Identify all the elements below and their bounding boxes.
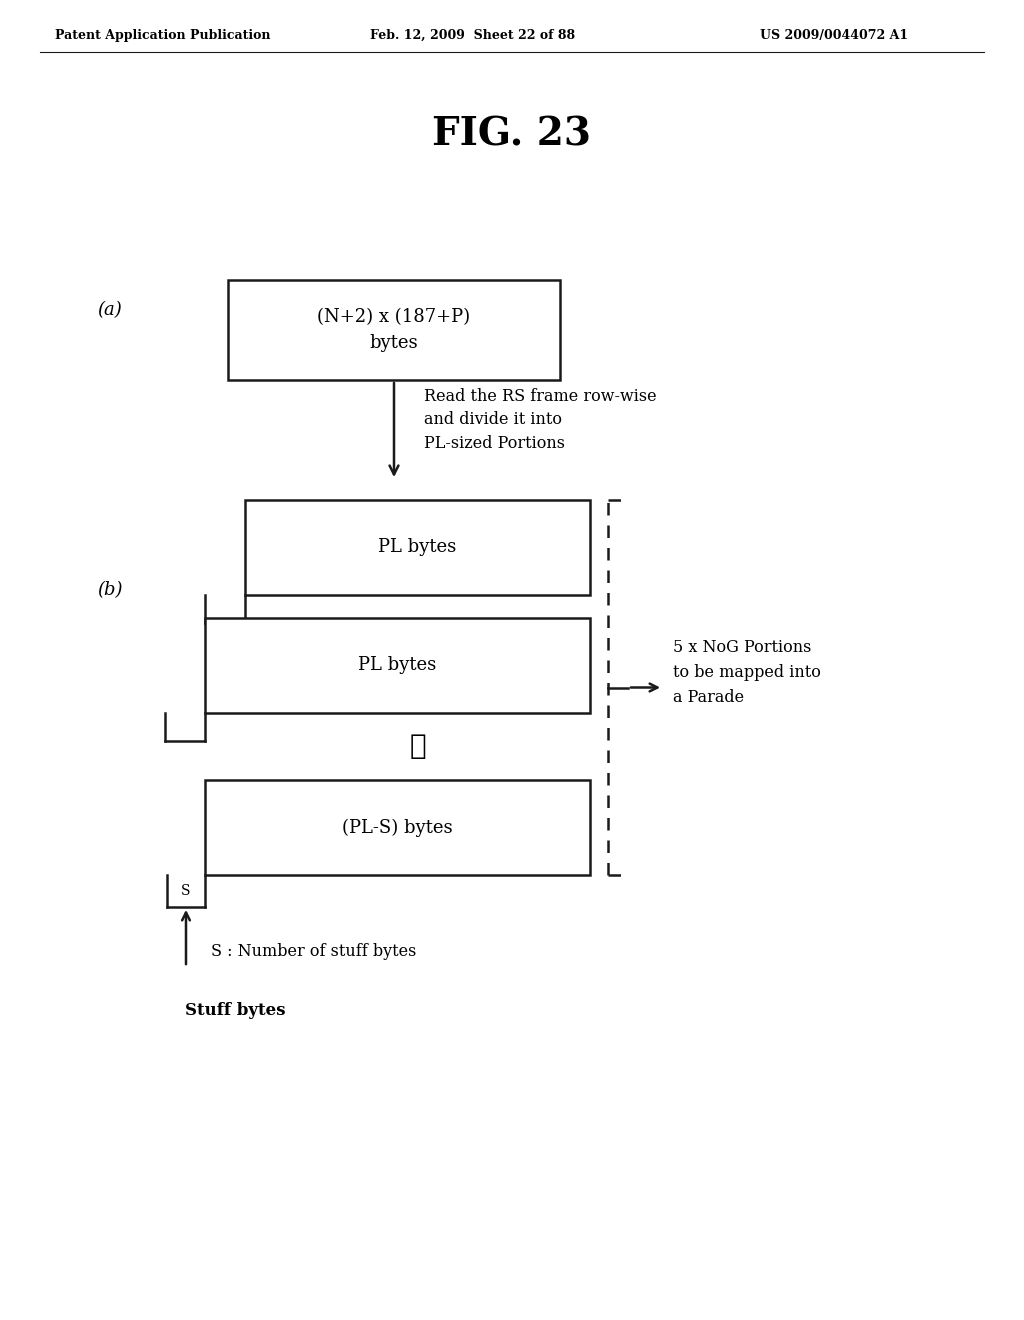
- Text: PL bytes: PL bytes: [358, 656, 436, 675]
- Text: Stuff bytes: Stuff bytes: [185, 1002, 286, 1019]
- Bar: [245, 500, 590, 595]
- Text: (b): (b): [97, 581, 123, 599]
- Text: S: S: [181, 884, 190, 898]
- Text: (a): (a): [97, 301, 123, 319]
- Bar: [205, 618, 590, 713]
- Text: PL bytes: PL bytes: [379, 539, 457, 557]
- Text: S : Number of stuff bytes: S : Number of stuff bytes: [211, 944, 417, 961]
- Text: 5 x NoG Portions
to be mapped into
a Parade: 5 x NoG Portions to be mapped into a Par…: [673, 639, 821, 706]
- Text: Feb. 12, 2009  Sheet 22 of 88: Feb. 12, 2009 Sheet 22 of 88: [370, 29, 575, 41]
- Text: US 2009/0044072 A1: US 2009/0044072 A1: [760, 29, 908, 41]
- Text: (N+2) x (187+P)
bytes: (N+2) x (187+P) bytes: [317, 308, 471, 352]
- Text: ⋮: ⋮: [410, 733, 426, 760]
- Bar: [205, 780, 590, 875]
- Text: FIG. 23: FIG. 23: [432, 116, 592, 154]
- Bar: [228, 280, 560, 380]
- Text: (PL-S) bytes: (PL-S) bytes: [342, 818, 453, 837]
- Text: Read the RS frame row-wise
and divide it into
PL-sized Portions: Read the RS frame row-wise and divide it…: [424, 388, 656, 451]
- Text: Patent Application Publication: Patent Application Publication: [55, 29, 270, 41]
